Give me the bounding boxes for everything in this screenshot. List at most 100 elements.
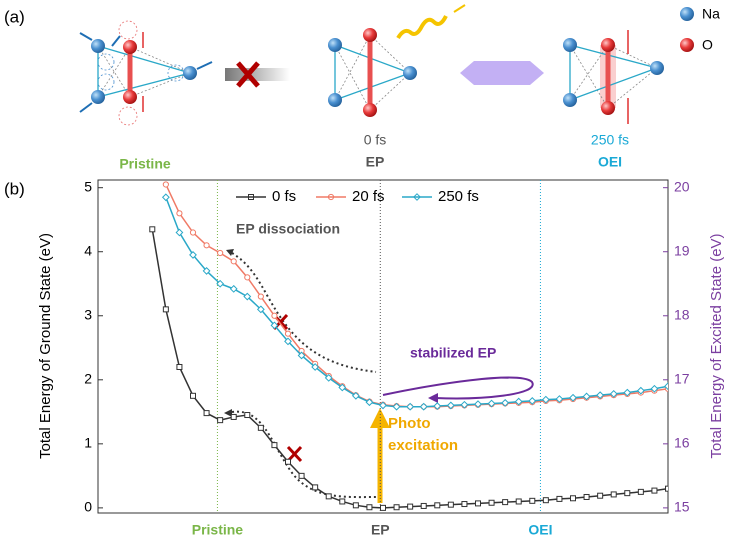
marker (502, 499, 509, 506)
marker (230, 413, 237, 420)
y-axis-label: Total Energy of Ground State (eV) (37, 233, 54, 459)
marker (597, 492, 604, 499)
marker (175, 228, 184, 237)
marker (542, 497, 549, 504)
marker (393, 504, 400, 511)
marker (475, 500, 481, 507)
marker (298, 472, 305, 479)
marker (203, 242, 210, 249)
plot-frame (97, 179, 669, 514)
marker (610, 491, 617, 498)
marker (324, 373, 333, 382)
annotation: Photo (388, 415, 431, 432)
marker (664, 382, 668, 391)
marker (176, 210, 183, 217)
cross (236, 61, 260, 88)
marker (366, 504, 373, 511)
molecule-pristine (79, 20, 213, 126)
marker (271, 442, 278, 449)
marker (284, 330, 292, 337)
marker (189, 229, 197, 236)
legend-label: 20 fs (352, 188, 385, 205)
y-tick-label: 0 (84, 499, 92, 515)
y2-tick-label: 20 (674, 178, 690, 194)
marker (583, 493, 590, 500)
marker (149, 226, 156, 233)
marker (624, 490, 631, 497)
legend-label: 0 fs (272, 188, 296, 205)
x-tick-label: OEI (528, 522, 552, 538)
y2-tick-label: 19 (674, 242, 690, 258)
annotation: EP dissociation (236, 221, 340, 237)
state-time: 0 fs (364, 132, 387, 148)
state-name: EP (366, 154, 385, 170)
marker (570, 495, 576, 502)
marker (420, 502, 427, 509)
legend-label: 250 fs (438, 188, 479, 205)
series-line (165, 184, 668, 408)
marker (637, 488, 644, 495)
molecule-ep (328, 4, 466, 117)
marker (446, 401, 455, 410)
y2-tick-label: 18 (674, 306, 690, 322)
marker (487, 399, 496, 408)
marker (176, 363, 183, 370)
marker (569, 393, 577, 402)
marker (447, 501, 454, 508)
annotation: stabilized EP (410, 345, 496, 361)
double-arrow (460, 61, 544, 85)
y-tick-label: 5 (84, 178, 92, 194)
marker (203, 410, 210, 417)
annotations (224, 249, 534, 503)
marker (501, 398, 510, 407)
marker (460, 400, 469, 409)
marker (514, 397, 523, 406)
marker (352, 502, 359, 509)
marker (461, 501, 468, 508)
marker (380, 504, 386, 511)
marker (230, 258, 237, 265)
x-tick-label: EP (371, 522, 390, 538)
marker (651, 487, 658, 494)
marker (379, 401, 387, 410)
marker (271, 312, 278, 319)
marker (338, 383, 347, 392)
marker (257, 293, 264, 300)
marker (312, 484, 319, 491)
marker (407, 503, 414, 510)
y2-axis-label: Total Energy of Excited State (eV) (708, 233, 725, 458)
marker (406, 402, 415, 411)
marker (284, 337, 292, 346)
marker (285, 458, 291, 465)
series-line (151, 229, 668, 509)
y-tick-label: 4 (84, 242, 92, 258)
marker (529, 497, 536, 504)
y-tick-label: 2 (84, 371, 92, 387)
marker (162, 181, 169, 188)
marker (297, 351, 306, 360)
marker (244, 274, 251, 281)
marker (270, 321, 279, 330)
marker (161, 193, 170, 202)
state-time: 250 fs (591, 132, 629, 148)
marker (665, 485, 668, 492)
marker (609, 389, 618, 398)
marker (339, 498, 346, 505)
marker (243, 292, 252, 301)
marker (596, 391, 605, 400)
marker (257, 424, 264, 431)
legend-na (680, 7, 694, 21)
marker (256, 305, 265, 314)
plot-data (149, 181, 668, 511)
marker (433, 402, 442, 410)
marker (216, 279, 225, 288)
marker (162, 306, 169, 313)
x-tick-label: Pristine (192, 522, 244, 538)
marker (650, 384, 659, 393)
marker (229, 284, 238, 293)
legend-o (680, 38, 694, 52)
marker (365, 398, 374, 407)
marker (528, 397, 537, 405)
